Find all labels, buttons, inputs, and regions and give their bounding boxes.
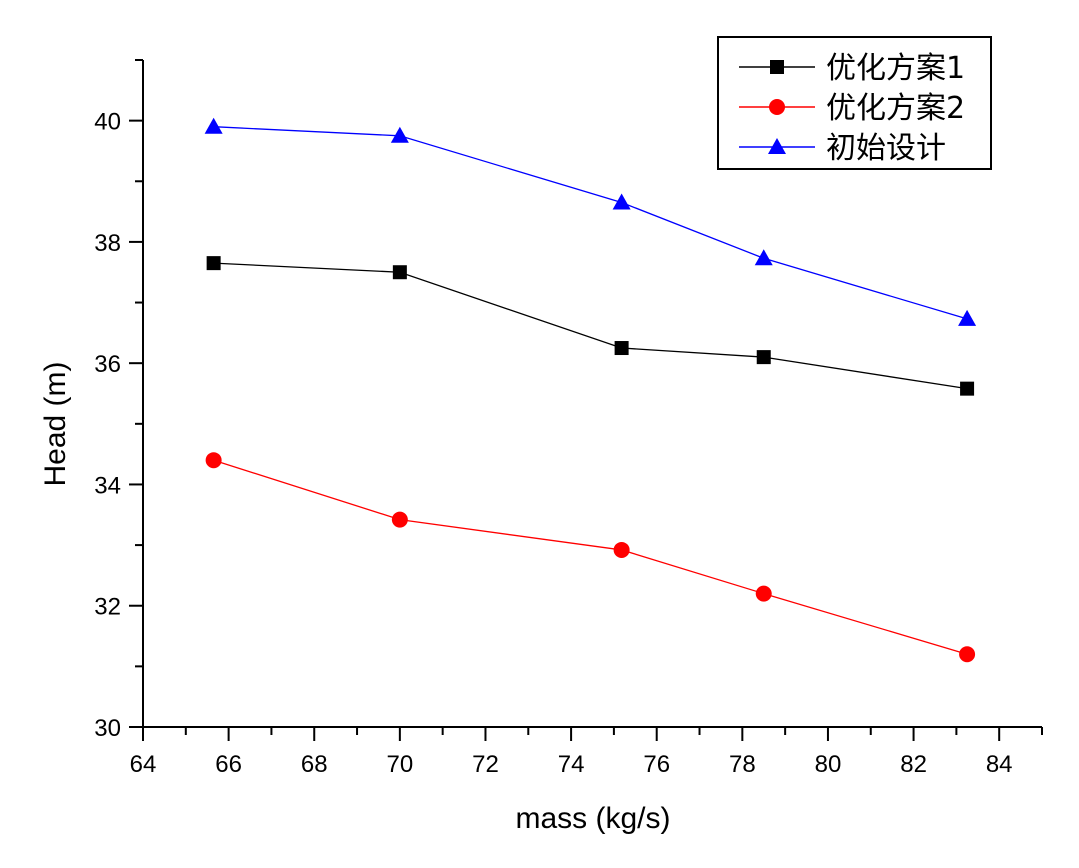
data-point-circle (205, 452, 222, 469)
series-line (213, 459, 968, 655)
x-tick-label: 68 (301, 751, 328, 778)
series-3 (204, 117, 977, 326)
series-2 (205, 452, 976, 663)
series-1 (206, 256, 975, 396)
data-point-square (392, 265, 407, 280)
data-point-circle (755, 585, 772, 602)
y-tick-label: 38 (94, 230, 121, 257)
legend-marker-circle (769, 99, 785, 115)
x-tick-label: 84 (986, 751, 1013, 778)
y-tick-label: 36 (94, 351, 121, 378)
legend-marker-square (770, 60, 784, 74)
series-line (213, 262, 968, 390)
y-tick-label: 30 (94, 715, 121, 742)
legend: 优化方案1 优化方案2 初始设计 (717, 36, 992, 170)
data-point-circle (959, 646, 976, 663)
legend-label: 优化方案2 (826, 91, 965, 126)
x-tick-label: 80 (815, 751, 842, 778)
x-tick-label: 70 (387, 751, 414, 778)
data-point-square (614, 341, 629, 356)
x-tick-label: 78 (729, 751, 756, 778)
legend-marker-triangle (768, 138, 786, 154)
axes: 64 66 68 70 72 74 76 78 80 82 84 30 32 34 36 38 40 (94, 59, 1043, 778)
y-tick-label: 34 (94, 472, 121, 499)
legend-item: 初始设计 (739, 131, 946, 166)
y-tick-label: 40 (94, 109, 121, 136)
y-tick-label: 32 (94, 594, 121, 621)
x-tick-label: 74 (558, 751, 585, 778)
legend-item: 优化方案1 (739, 51, 965, 86)
legend-label: 初始设计 (826, 131, 946, 166)
data-point-square (206, 256, 221, 271)
x-axis-title: mass (kg/s) (515, 802, 670, 835)
x-tick-label: 72 (472, 751, 499, 778)
legend-label: 优化方案1 (826, 51, 965, 86)
x-tick-label: 64 (130, 751, 157, 778)
y-axis-title: Head (m) (39, 361, 72, 486)
data-point-circle (613, 541, 630, 558)
legend-item: 优化方案2 (739, 91, 965, 126)
data-point-triangle (754, 249, 773, 266)
x-tick-label: 66 (215, 751, 242, 778)
data-point-triangle (612, 193, 631, 210)
data-point-triangle (204, 117, 223, 134)
x-tick-label: 76 (643, 751, 670, 778)
series-layer (204, 117, 977, 663)
x-tick-label: 82 (900, 751, 927, 778)
data-point-square (756, 350, 771, 365)
data-point-triangle (390, 126, 409, 143)
data-point-triangle (958, 309, 977, 326)
data-point-square (960, 381, 975, 396)
data-point-circle (391, 511, 408, 528)
